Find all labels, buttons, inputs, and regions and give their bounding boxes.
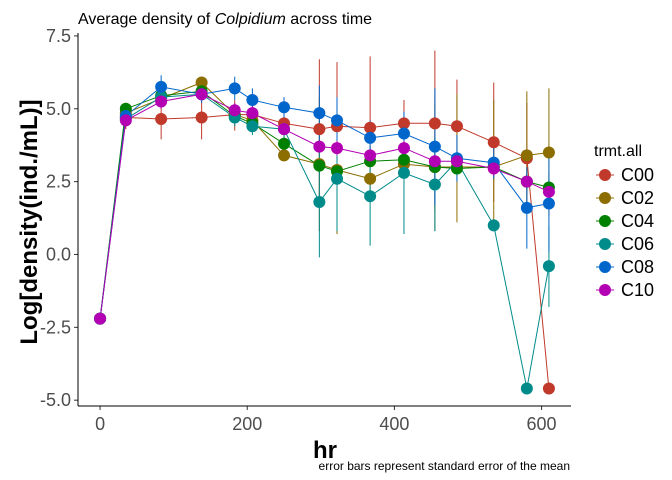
data-point-c06	[520, 382, 533, 395]
y-tick-label: 5.0	[46, 99, 71, 119]
legend-title: trmt.all	[594, 143, 642, 160]
data-point-c08	[542, 197, 555, 210]
data-point-c10	[228, 104, 241, 117]
data-point-c02	[278, 149, 291, 162]
y-tick-label: 2.5	[46, 172, 71, 192]
legend-label-c08: C08	[621, 257, 654, 277]
data-point-c00	[155, 112, 168, 125]
data-point-c10	[195, 88, 208, 101]
data-point-c10	[428, 155, 441, 168]
data-point-c08	[428, 140, 441, 153]
data-point-c00	[195, 111, 208, 124]
chart-caption: error bars represent standard error of t…	[319, 459, 570, 473]
data-point-c06	[487, 219, 500, 232]
data-point-c08	[397, 127, 410, 140]
x-tick-label: 200	[232, 414, 262, 434]
data-point-c00	[450, 120, 463, 133]
data-point-c02	[195, 76, 208, 89]
data-point-c10	[520, 175, 533, 188]
data-point-c08	[246, 94, 259, 107]
data-point-c08	[331, 114, 344, 127]
y-tick-label: 7.5	[46, 26, 71, 46]
legend-key-c00	[599, 169, 611, 181]
data-point-c08	[155, 80, 168, 93]
y-axis-ticks: -5.0 -2.5 0.0 2.5 5.0 7.5	[40, 26, 78, 410]
x-tick-label: 400	[379, 414, 409, 434]
data-point-c06	[397, 166, 410, 179]
series-lines	[99, 81, 550, 389]
legend-key-c04	[599, 215, 611, 227]
x-axis-ticks: 0 200 400 600	[95, 406, 557, 434]
data-point-c00	[364, 121, 377, 134]
data-point-c10	[364, 149, 377, 162]
series-line-c08	[99, 86, 549, 319]
legend: trmt.all C00 C02 C04 C06 C08 C10	[594, 143, 654, 300]
data-point-c06	[331, 172, 344, 185]
legend-label-c04: C04	[621, 211, 654, 231]
data-point-c00	[428, 117, 441, 130]
data-point-c08	[228, 82, 241, 95]
y-tick-label: 0.0	[46, 244, 71, 264]
data-point-c02	[542, 146, 555, 159]
data-point-c00	[313, 123, 326, 136]
chart-title: Average density of Colpidium across time	[78, 11, 372, 28]
data-point-c00	[487, 136, 500, 149]
data-point-c08	[364, 131, 377, 144]
y-tick-label: -5.0	[40, 390, 71, 410]
data-point-c08	[278, 101, 291, 114]
series-line-c10	[99, 93, 550, 319]
data-point-c06	[246, 120, 259, 133]
y-tick-label: -2.5	[40, 317, 71, 337]
series-line-c04	[99, 90, 550, 319]
data-point-c02	[520, 149, 533, 162]
legend-label-c06: C06	[621, 234, 654, 254]
data-point-c10	[487, 162, 500, 175]
legend-label-c10: C10	[621, 280, 654, 300]
data-point-c00	[542, 382, 555, 395]
legend-label-c02: C02	[621, 188, 654, 208]
data-point-c06	[313, 196, 326, 209]
data-point-c10	[331, 142, 344, 155]
data-point-c04	[313, 159, 326, 172]
data-point-c04	[278, 137, 291, 150]
data-point-c06	[364, 190, 377, 203]
data-point-c08	[313, 107, 326, 120]
data-point-c10	[155, 95, 168, 108]
data-points	[94, 76, 555, 395]
data-point-c10	[278, 123, 291, 136]
legend-key-c08	[599, 261, 611, 273]
data-point-c06	[428, 178, 441, 191]
y-axis-title: Log[density(ind./mL)]	[16, 99, 43, 344]
legend-key-c02	[599, 192, 611, 204]
data-point-c10	[246, 107, 259, 120]
legend-key-c10	[599, 284, 611, 296]
data-point-c08	[520, 201, 533, 214]
x-axis-title: hr	[313, 437, 337, 464]
series-line-c06	[99, 93, 550, 389]
x-tick-label: 0	[95, 414, 105, 434]
x-tick-label: 600	[527, 414, 557, 434]
data-point-c04	[397, 153, 410, 166]
data-point-c10	[542, 185, 555, 198]
data-point-c10	[450, 155, 463, 168]
data-point-c10	[397, 142, 410, 155]
legend-key-c06	[599, 238, 611, 250]
legend-label-c00: C00	[621, 165, 654, 185]
data-point-c10	[94, 312, 107, 325]
data-point-c06	[542, 260, 555, 273]
data-point-c00	[397, 117, 410, 130]
data-point-c10	[313, 140, 326, 153]
data-point-c02	[364, 172, 377, 185]
series-line-c00	[99, 114, 550, 389]
data-point-c10	[119, 114, 132, 127]
